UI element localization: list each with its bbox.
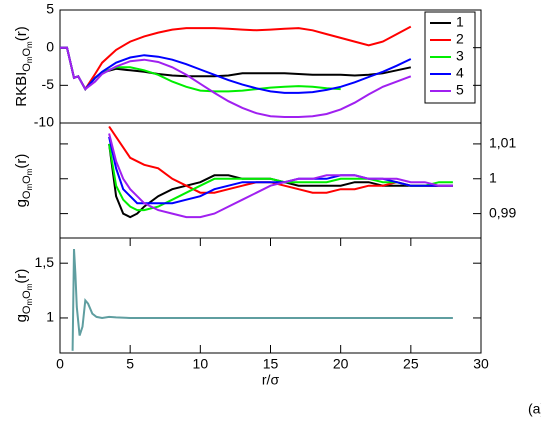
- y-axis-label-part: m: [25, 299, 34, 306]
- x-tick-label: 25: [403, 356, 419, 372]
- x-axis-label: r/σ: [262, 372, 280, 388]
- series-line: [108, 136, 453, 205]
- y-axis-label-part: (r): [13, 154, 30, 169]
- y-axis-label: gOmOm(r): [13, 269, 34, 323]
- y-axis-label-part: O: [21, 63, 33, 72]
- x-tick-label: 10: [193, 356, 209, 372]
- series-line: [60, 25, 412, 92]
- y-axis-label-part: O: [21, 305, 33, 314]
- y-axis-label-part: (r): [13, 269, 30, 284]
- y-tick-label: 0,99: [489, 204, 516, 220]
- series-line: [60, 46, 412, 94]
- legend-label: 1: [456, 14, 464, 30]
- y-tick-label: 1,5: [35, 254, 55, 270]
- y-axis-label: gOmOm(r): [13, 154, 34, 208]
- series-line: [71, 248, 453, 351]
- y-tick-label: 1: [46, 309, 54, 325]
- y-axis-label-part: m: [25, 41, 34, 48]
- y-tick-label: -10: [34, 114, 54, 130]
- series-line: [108, 133, 453, 219]
- plot-frame: [59, 237, 482, 354]
- y-axis-label-part: g: [13, 199, 30, 207]
- y-axis-label-part: O: [21, 175, 33, 184]
- y-tick-label: -5: [42, 76, 55, 92]
- y-axis-label-part: m: [25, 283, 34, 290]
- x-tick-label: 15: [263, 356, 279, 372]
- y-axis-label-part: m: [25, 184, 34, 191]
- legend-label: 4: [456, 65, 464, 81]
- legend-label: 5: [456, 82, 464, 98]
- y-axis-label-part: (r): [13, 26, 30, 41]
- x-tick-label: 30: [473, 356, 489, 372]
- y-axis-label-part: O: [21, 47, 33, 56]
- y-tick-label: 5: [46, 1, 54, 17]
- legend-label: 3: [456, 48, 464, 64]
- y-tick-label: 1,01: [489, 135, 516, 151]
- legend-box: [424, 11, 476, 104]
- legend-label: 2: [456, 31, 464, 47]
- x-tick-label: 20: [333, 356, 349, 372]
- y-tick-label: 0: [46, 38, 54, 54]
- y-axis-label-part: m: [25, 56, 34, 63]
- y-axis-label-part: RKBI: [13, 72, 30, 107]
- y-axis-label-part: m: [25, 168, 34, 175]
- x-tick-label: 5: [126, 356, 134, 372]
- series-line: [108, 143, 453, 212]
- y-axis-label-part: g: [13, 314, 30, 322]
- y-axis-label-part: O: [21, 290, 33, 299]
- x-tick-label: 0: [56, 356, 64, 372]
- y-axis-label-part: O: [21, 190, 33, 199]
- annotation: (a): [528, 401, 541, 417]
- y-axis-label: RKBIOmOm(r): [13, 26, 34, 106]
- series-line: [60, 46, 412, 118]
- y-tick-label: 1: [489, 169, 497, 185]
